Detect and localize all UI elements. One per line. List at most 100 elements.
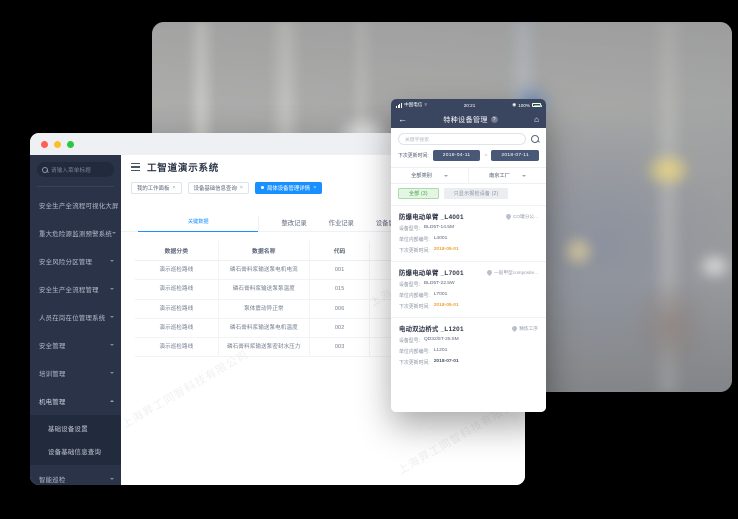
status-time: 20:21 — [463, 102, 476, 108]
select-category[interactable]: 全部类别 — [391, 168, 469, 183]
cell-code: 001 — [308, 260, 370, 281]
filter-chip-inspection-only[interactable]: 只显示报检设备 (2) — [443, 188, 509, 199]
device-model-value: BLD5T-14.5M — [423, 225, 455, 230]
table-row[interactable]: 演示巡检路线 磷石膏料浆输送泵泵温度 015 0-100 0-65 — [135, 279, 514, 300]
device-model-value: QD32/5T-25.5M — [423, 337, 459, 342]
date-start-button[interactable]: 2018-04-11 — [432, 150, 481, 161]
sidebar-item-label: 安全生产全流程可视化大屏 — [39, 202, 119, 210]
sidebar-item-label: 人员在岗在位管理系统 — [39, 314, 106, 322]
sidebar-item-hazard-monitoring[interactable]: 重大危险源监测预警系统 — [30, 219, 121, 247]
sidebar-subitem-equipment-info-query[interactable]: 设备基础信息查询 — [30, 440, 121, 463]
mobile-filter-chips: 全部 (3) 只显示报检设备 (2) — [391, 183, 546, 205]
status-right: ◉ 100% — [512, 102, 542, 108]
device-name: 防爆电动单臂 _L7001 — [399, 270, 464, 277]
sidebar-subitem-label: 基础设备设置 — [48, 426, 88, 433]
back-arrow-icon[interactable]: ← — [398, 114, 407, 124]
field-label-next-update: 下次更新时间: — [399, 361, 430, 366]
device-internal-no-row: 单位内部编号: L7001 — [399, 292, 538, 299]
sidebar-item-production-management[interactable]: 安全生产全流程管理 — [30, 275, 121, 303]
chevron-down-icon — [521, 174, 526, 177]
mobile-page-title: 特种设备管理 ? — [443, 115, 498, 125]
sidebar-item-personnel-management[interactable]: 人员在岗在位管理系统 — [30, 303, 121, 331]
sidebar-item-training-management[interactable]: 培训管理 — [30, 359, 121, 387]
hamburger-icon[interactable] — [131, 163, 140, 171]
chip-equipment-info-query[interactable]: 设备基础信息查询 × — [187, 181, 249, 194]
date-end-button[interactable]: 2018-07-11 — [491, 150, 539, 161]
chip-label: 我的工作面板 — [137, 185, 170, 192]
mobile-scroll-area[interactable]: 关键字搜索 下次更新时间: 2018-04-11 ~ 2018-07-11 全部… — [391, 128, 546, 412]
filter-chip-all[interactable]: 全部 (3) — [398, 188, 439, 199]
date-separator: ~ — [484, 152, 488, 159]
mobile-search-input[interactable]: 关键字搜索 — [398, 133, 526, 145]
close-window-button[interactable] — [41, 140, 48, 148]
device-internal-no-value: L4001 — [433, 236, 448, 241]
sidebar-item-label: 机电管理 — [39, 398, 66, 406]
field-label-model: 设备型号: — [399, 339, 420, 344]
chip-my-workbench[interactable]: 我的工作面板 × — [131, 181, 182, 194]
sidebar-item-smart-inspection[interactable]: 智能巡检 — [30, 465, 121, 485]
tab-rectification-records[interactable]: 整改记录 — [281, 220, 307, 227]
device-next-update-row: 下次更新时间: 2018-07-01 — [399, 359, 538, 366]
field-label-next-update: 下次更新时间: — [399, 305, 430, 310]
close-icon[interactable]: × — [172, 184, 176, 191]
sidebar-subitem-basic-equipment-settings[interactable]: 基础设备设置 — [30, 417, 121, 440]
chevron-down-icon — [110, 372, 114, 374]
carrier-label: 中国电信 — [404, 102, 423, 107]
sidebar-item-risk-zoning[interactable]: 安全风险分区管理 — [30, 247, 121, 275]
field-label-model: 设备型号: — [399, 283, 420, 288]
chip-equipment-detail[interactable]: 局体设备管理详情 × — [254, 181, 323, 194]
device-list-item[interactable]: 电动双边桥式 _L1201 精炼工序 设备型号: QD32/5T-25.5M 单… — [391, 317, 546, 373]
minimize-window-button[interactable] — [54, 140, 61, 148]
device-header: 防爆电动单臂 _L7001 一般甲型composite... — [399, 268, 538, 277]
cell-category: 演示巡检路线 — [135, 318, 219, 339]
chevron-down-icon — [110, 260, 114, 262]
select-factory-label: 南京工厂 — [489, 173, 510, 179]
chevron-down-icon — [110, 344, 114, 346]
device-list-item[interactable]: 防爆电动单臂 _L7001 一般甲型composite... 设备型号: BLD… — [391, 261, 546, 317]
mobile-search-row: 关键字搜索 — [398, 133, 539, 145]
sidebar-divider — [37, 186, 114, 187]
chip-label: 设备基础信息查询 — [193, 185, 237, 192]
question-icon[interactable]: ? — [490, 116, 498, 123]
cell-category: 演示巡检路线 — [135, 299, 219, 319]
maximize-window-button[interactable] — [67, 140, 74, 148]
sidebar-item-label: 重大危险源监测预警系统 — [39, 230, 113, 238]
sidebar: 请输入菜单标题 安全生产全流程可视化大屏 重大危险源监测预警系统 安全风险分区管… — [30, 155, 121, 485]
close-icon[interactable]: × — [313, 184, 317, 191]
cell-category: 演示巡检路线 — [135, 260, 219, 281]
tab-equipment-attributes[interactable]: 设备属性 — [375, 220, 402, 227]
chevron-down-icon — [443, 174, 448, 177]
mobile-filter-area: 关键字搜索 下次更新时间: 2018-04-11 ~ 2018-07-11 — [391, 128, 546, 161]
device-model-row: 设备型号: BLD5T-22.5W — [399, 281, 538, 288]
column-header-category: 数据分类 — [135, 241, 219, 261]
close-icon[interactable]: × — [239, 184, 243, 191]
device-name: 防爆电动单臂 _L4001 — [399, 214, 464, 221]
device-internal-no-row: 单位内部编号: L4001 — [399, 236, 538, 243]
sidebar-item-electromechanical-management[interactable]: 机电管理 — [30, 387, 121, 415]
tab-chip-bar: 我的工作面板 × 设备基础信息查询 × 局体设备管理详情 × — [121, 179, 525, 196]
device-list-item[interactable]: 防爆电动单臂 _L4001 CO罐分公... 设备型号: BLD5T-14.5M… — [391, 205, 546, 261]
select-factory[interactable]: 南京工厂 — [469, 168, 546, 183]
mobile-navbar: ← 特种设备管理 ? ⌂ — [391, 111, 546, 128]
device-location-label: 精炼工序 — [519, 325, 538, 331]
home-icon[interactable]: ⌂ — [534, 115, 539, 124]
sidebar-item-visual-dashboard[interactable]: 安全生产全流程可视化大屏 — [30, 191, 121, 219]
chip-label: 局体设备管理详情 — [266, 185, 311, 192]
cell-name: 磷石膏料浆输送泵电机温度 — [217, 318, 310, 339]
chevron-up-icon — [110, 400, 114, 402]
cell-code: 015 — [308, 279, 370, 300]
column-header-name: 数据名称 — [217, 241, 310, 261]
search-icon[interactable] — [531, 135, 539, 143]
tab-key-data[interactable]: 关键数据 — [138, 216, 260, 233]
select-category-label: 全部类别 — [411, 173, 432, 179]
device-location-label: 一般甲型composite... — [493, 269, 538, 275]
content-topbar: 工智道演示系统 — [121, 155, 525, 179]
sidebar-search-input[interactable]: 请输入菜单标题 — [37, 162, 114, 177]
tab-operation-records[interactable]: 作业记录 — [328, 220, 354, 227]
sidebar-item-label: 培训管理 — [39, 370, 66, 378]
sidebar-item-safety-management[interactable]: 安全管理 — [30, 331, 121, 359]
device-location-label: CO罐分公... — [512, 213, 538, 219]
cell-name: 磷石膏料浆输送泵泵温度 — [217, 279, 310, 300]
device-internal-no-row: 单位内部编号: L1201 — [399, 348, 538, 355]
field-label-internal-no: 单位内部编号: — [399, 350, 430, 355]
